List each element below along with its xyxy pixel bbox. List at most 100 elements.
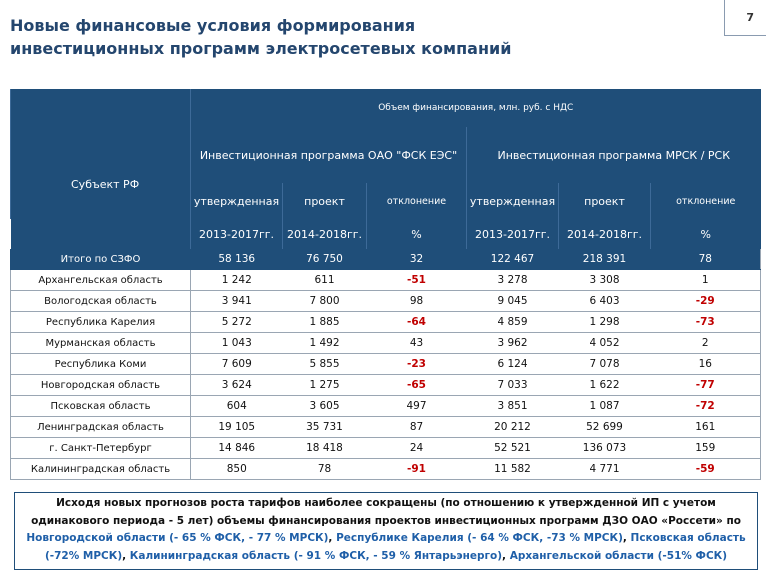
fsk-deviation-cell: -51: [366, 269, 467, 291]
fsk-deviation-cell: 32: [366, 249, 467, 270]
fsk-deviation-cell: 98: [366, 290, 467, 312]
program-fsk-header: Инвестиционная программа ОАО "ФСК ЕЭС": [190, 127, 467, 183]
fsk-project-cell: 3 605: [282, 395, 367, 417]
mrsk-deviation-cell: -72: [650, 395, 762, 417]
fsk-approved-cell: 3 624: [190, 374, 283, 396]
table-row: Вологодская область 3 941 7 800 98 9 045 6 40…: [10, 290, 762, 312]
region-cell: Мурманская область: [10, 332, 191, 354]
fsk-approved-cell: 3 941: [190, 290, 283, 312]
table-header-volume-row: Субъект РФ Объем финансирования, млн. ру…: [10, 89, 761, 219]
note-sep1: ,: [328, 532, 333, 544]
table-header-units-row: 2013-2017гг. 2014-2018гг. % 2013-2017гг.…: [10, 219, 761, 249]
fsk-project-cell: 611: [282, 269, 367, 291]
table-row: Республика Коми 7 609 5 855 -23 6 124 7 078 16: [10, 353, 762, 375]
region-cell: Псковская область: [10, 395, 191, 417]
region-cell: Вологодская область: [10, 290, 191, 312]
note-sep3: ,: [122, 549, 127, 562]
mrsk-project-cell: 3 308: [558, 269, 651, 291]
fsk-deviation-cell: 497: [366, 395, 467, 417]
mrsk-project-cell: 52 699: [558, 416, 651, 438]
note-karelia: Республике Карелия (- 64 % ФСК, -73 % МР…: [336, 532, 623, 544]
fsk-project-cell: 35 731: [282, 416, 367, 438]
table-row: г. Санкт-Петербург 14 846 18 418 24 52 521 13…: [10, 437, 762, 459]
fsk-approved-cell: 850: [190, 458, 283, 480]
financing-table: Субъект РФ Объем финансирования, млн. ру…: [10, 89, 762, 480]
fsk-approved-cell: 58 136: [190, 249, 283, 270]
mrsk-deviation-unit: %: [649, 219, 761, 249]
fsk-project-cell: 7 800: [282, 290, 367, 312]
mrsk-project-period: 2014-2018гг.: [558, 219, 651, 249]
summary-note: Исходя новых прогнозов роста тарифов наи…: [14, 492, 758, 570]
program-mrsk-header: Инвестиционная программа МРСК / РСК: [465, 127, 761, 183]
table-row: Ленинградская область 19 105 35 731 87 20 21…: [10, 416, 762, 438]
fsk-project-cell: 78: [282, 458, 367, 480]
fsk-approved-header: утвержденная: [190, 183, 283, 219]
mrsk-approved-cell: 6 124: [466, 353, 559, 375]
mrsk-approved-cell: 3 962: [466, 332, 559, 354]
fsk-approved-period: 2013-2017гг.: [190, 219, 283, 249]
fsk-approved-cell: 5 272: [190, 311, 283, 333]
region-cell: Архангельская область: [10, 269, 191, 291]
mrsk-project-cell: 4 052: [558, 332, 651, 354]
mrsk-deviation-header: отклонение: [649, 183, 761, 219]
fsk-approved-cell: 7 609: [190, 353, 283, 375]
mrsk-approved-cell: 20 212: [466, 416, 559, 438]
mrsk-project-cell: 1 622: [558, 374, 651, 396]
fsk-approved-cell: 1 043: [190, 332, 283, 354]
mrsk-project-cell: 4 771: [558, 458, 651, 480]
mrsk-deviation-cell: -59: [650, 458, 762, 480]
mrsk-approved-cell: 9 045: [466, 290, 559, 312]
fsk-project-cell: 5 855: [282, 353, 367, 375]
mrsk-project-cell: 218 391: [558, 249, 651, 270]
fsk-project-period: 2014-2018гг.: [282, 219, 367, 249]
note-novgorod: Новгородской области (- 65 % ФСК, - 77 %…: [26, 532, 329, 544]
region-cell: Калининградская область: [10, 458, 191, 480]
units-spacer: [11, 219, 191, 249]
mrsk-deviation-cell: 1: [650, 269, 762, 291]
region-cell: г. Санкт-Петербург: [10, 437, 191, 459]
page-title-line1: Новые финансовые условия формирования: [10, 16, 416, 35]
fsk-project-cell: 1 492: [282, 332, 367, 354]
table-row: Архангельская область 1 242 611 -51 3 278 3 3…: [10, 269, 762, 291]
note-sep4: ,: [502, 549, 507, 562]
fsk-deviation-cell: 43: [366, 332, 467, 354]
page-number-box: 7: [724, 0, 766, 36]
mrsk-project-cell: 1 087: [558, 395, 651, 417]
mrsk-deviation-cell: 16: [650, 353, 762, 375]
mrsk-approved-cell: 11 582: [466, 458, 559, 480]
mrsk-deviation-cell: 2: [650, 332, 762, 354]
mrsk-deviation-cell: -29: [650, 290, 762, 312]
note-kaliningrad: Калининградская область (- 91 % ФСК, - 5…: [129, 549, 503, 562]
table-row-total: Итого по СЗФО 58 136 76 750 32 122 467 218 39…: [10, 249, 762, 270]
table-row: Республика Карелия 5 272 1 885 -64 4 859 1 29…: [10, 311, 762, 333]
fsk-project-cell: 1 275: [282, 374, 367, 396]
region-cell: Республика Коми: [10, 353, 191, 375]
note-arkhangelsk: Архангельской области (-51% ФСК): [509, 549, 728, 562]
fsk-deviation-header: отклонение: [366, 183, 467, 219]
subject-header: Субъект РФ: [10, 89, 191, 219]
region-cell: Итого по СЗФО: [10, 249, 191, 270]
mrsk-deviation-cell: -73: [650, 311, 762, 333]
mrsk-deviation-cell: 78: [650, 249, 762, 270]
fsk-approved-cell: 1 242: [190, 269, 283, 291]
mrsk-deviation-cell: -77: [650, 374, 762, 396]
table-row: Калининградская область 850 78 -91 11 582 4 7…: [10, 458, 762, 480]
region-cell: Новгородская область: [10, 374, 191, 396]
mrsk-project-cell: 136 073: [558, 437, 651, 459]
table-row: Псковская область 604 3 605 497 3 851 1 087 -7…: [10, 395, 762, 417]
mrsk-approved-cell: 7 033: [466, 374, 559, 396]
mrsk-approved-cell: 4 859: [466, 311, 559, 333]
mrsk-approved-period: 2013-2017гг.: [466, 219, 559, 249]
fsk-approved-cell: 19 105: [190, 416, 283, 438]
table-row: Мурманская область 1 043 1 492 43 3 962 4 052…: [10, 332, 762, 354]
region-cell: Республика Карелия: [10, 311, 191, 333]
fsk-deviation-cell: -64: [366, 311, 467, 333]
page-number: 7: [746, 11, 754, 24]
fsk-deviation-cell: -65: [366, 374, 467, 396]
mrsk-approved-cell: 3 851: [466, 395, 559, 417]
fsk-deviation-cell: 24: [366, 437, 467, 459]
page-title-line2: инвестиционных программ электросетевых к…: [10, 39, 512, 58]
note-sep2: ,: [622, 532, 627, 544]
fsk-project-header: проект: [282, 183, 367, 219]
note-text: Исходя новых прогнозов роста тарифов наи…: [31, 497, 741, 527]
